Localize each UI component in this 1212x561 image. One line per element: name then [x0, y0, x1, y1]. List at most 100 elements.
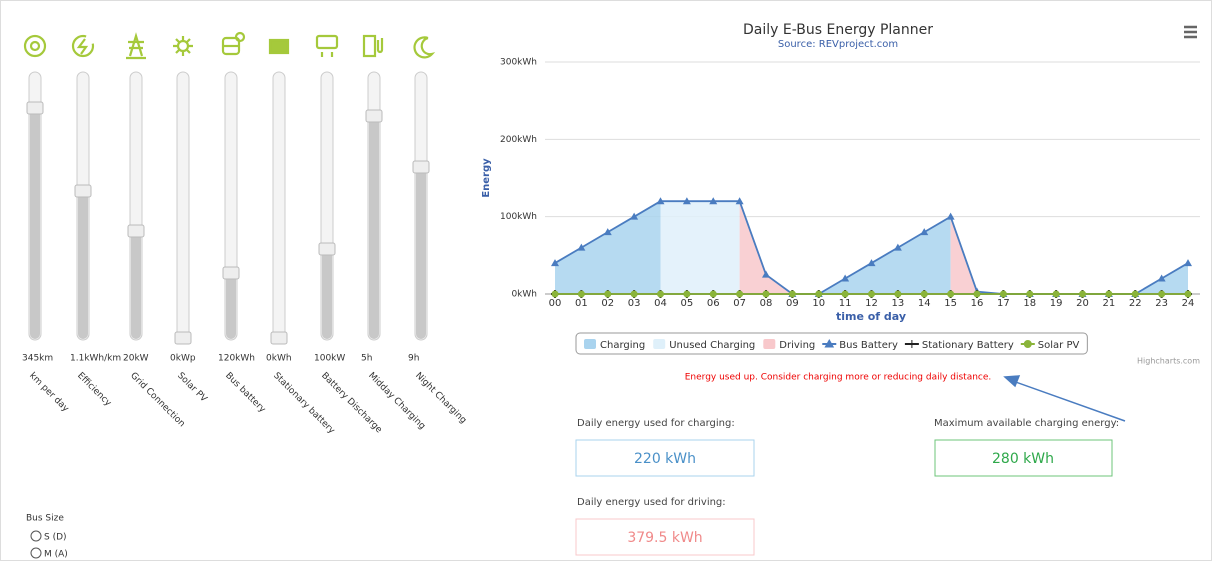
slider-fill	[131, 231, 141, 339]
x-tick-label: 01	[575, 298, 588, 309]
slider-value: 20kW	[123, 354, 149, 364]
x-tick-label: 22	[1129, 298, 1142, 309]
marker	[630, 290, 638, 298]
x-tick-label: 02	[601, 298, 614, 309]
marker	[868, 290, 875, 298]
slider-label: Solar PV	[175, 371, 209, 405]
slider-fill	[322, 249, 332, 339]
legend-label: Stationary Battery	[922, 340, 1014, 351]
slider-value: 120kWh	[218, 354, 255, 364]
marker	[709, 290, 717, 298]
marker	[1052, 290, 1060, 298]
marker	[1079, 290, 1086, 298]
chart-title: Daily E-Bus Energy Planner	[743, 22, 933, 38]
radio-label: S (D)	[44, 533, 67, 543]
moon-icon	[413, 36, 436, 59]
legend-marker	[824, 338, 835, 348]
y-tick-label: 0kWh	[511, 290, 537, 300]
x-axis-title: time of day	[836, 310, 906, 323]
slider-fill	[416, 167, 426, 339]
slider-label: Bus battery	[223, 371, 268, 416]
battery-icon	[268, 38, 290, 55]
slider-handle[interactable]	[365, 109, 383, 123]
credits[interactable]: Highcharts.com	[1137, 357, 1200, 366]
marker	[1157, 274, 1166, 282]
summary-box	[934, 439, 1113, 477]
radio[interactable]	[30, 530, 42, 542]
charger-icon	[362, 34, 377, 58]
marker	[762, 270, 770, 278]
x-tick-label: 16	[971, 298, 984, 309]
bus-size-label: Bus Size	[26, 514, 64, 524]
x-tick-label: 09	[786, 298, 799, 309]
slider-handle[interactable]	[127, 224, 145, 238]
slider-value: 9h	[408, 354, 419, 364]
x-tick-label: 10	[812, 298, 825, 309]
x-tick-label: 21	[1103, 298, 1116, 309]
message: Energy used up. Consider charging more o…	[685, 373, 992, 383]
radio[interactable]	[30, 547, 42, 559]
marker	[604, 290, 612, 298]
marker	[894, 290, 902, 298]
slider-value: 345km	[22, 354, 53, 364]
slider-handle[interactable]	[222, 266, 240, 280]
marker	[603, 228, 612, 236]
x-tick-label: 12	[865, 298, 878, 309]
summary-label: Daily energy used for driving:	[577, 497, 726, 508]
marker	[657, 290, 664, 298]
marker	[1158, 290, 1166, 298]
slider-handle[interactable]	[26, 101, 44, 115]
x-tick-label: 14	[918, 298, 931, 309]
wheel-icon	[23, 34, 47, 58]
slider-handle[interactable]	[318, 242, 336, 256]
x-tick-label: 07	[733, 298, 746, 309]
summary-label: Maximum available charging energy:	[934, 418, 1119, 429]
x-tick-label: 05	[681, 298, 694, 309]
x-tick-label: 08	[760, 298, 773, 309]
slider-track	[176, 71, 190, 341]
summary-value: 379.5 kWh	[627, 530, 702, 546]
legend-items: Charging Unused Charging Driving Bus Batter…	[584, 338, 1080, 351]
summary-box	[575, 439, 755, 477]
slider-handle[interactable]	[412, 160, 430, 174]
slider-label: km per day	[27, 371, 71, 415]
marker	[1131, 290, 1139, 298]
x-tick-label: 06	[707, 298, 720, 309]
marker	[656, 197, 665, 205]
marker	[735, 197, 744, 205]
slider-handle[interactable]	[174, 331, 192, 345]
area	[555, 201, 661, 294]
marker	[709, 197, 718, 205]
discharge-icon	[315, 34, 339, 50]
area	[660, 201, 740, 294]
marker	[1184, 259, 1192, 267]
marker	[867, 259, 876, 267]
slider-value: 5h	[361, 354, 372, 364]
summary-box	[575, 518, 755, 556]
y-axis-title: Energy	[481, 158, 492, 198]
slider-handle[interactable]	[270, 331, 288, 345]
y-tick-label: 300kWh	[500, 58, 537, 68]
marker	[577, 290, 585, 298]
marker	[946, 212, 955, 220]
slider-value: 0kWh	[266, 354, 292, 364]
marker	[920, 290, 928, 298]
marker	[788, 290, 796, 298]
legend-label: Bus Battery	[839, 340, 898, 351]
x-tick-label: 11	[839, 298, 852, 309]
legend-marker	[1023, 340, 1032, 348]
slider-fill	[369, 116, 379, 339]
legend-label: Driving	[779, 340, 815, 351]
slider-handle[interactable]	[74, 184, 92, 198]
marker	[947, 290, 955, 298]
marker	[815, 290, 823, 298]
slider-value: 100kW	[314, 354, 345, 364]
x-tick-label: 23	[1155, 298, 1168, 309]
marker	[999, 290, 1007, 298]
x-tick-label: 17	[997, 298, 1010, 309]
summary-value: 280 kWh	[992, 451, 1054, 467]
sun-icon	[176, 39, 190, 53]
legend-label: Solar PV	[1038, 340, 1080, 351]
menu-button[interactable]	[1184, 25, 1197, 39]
